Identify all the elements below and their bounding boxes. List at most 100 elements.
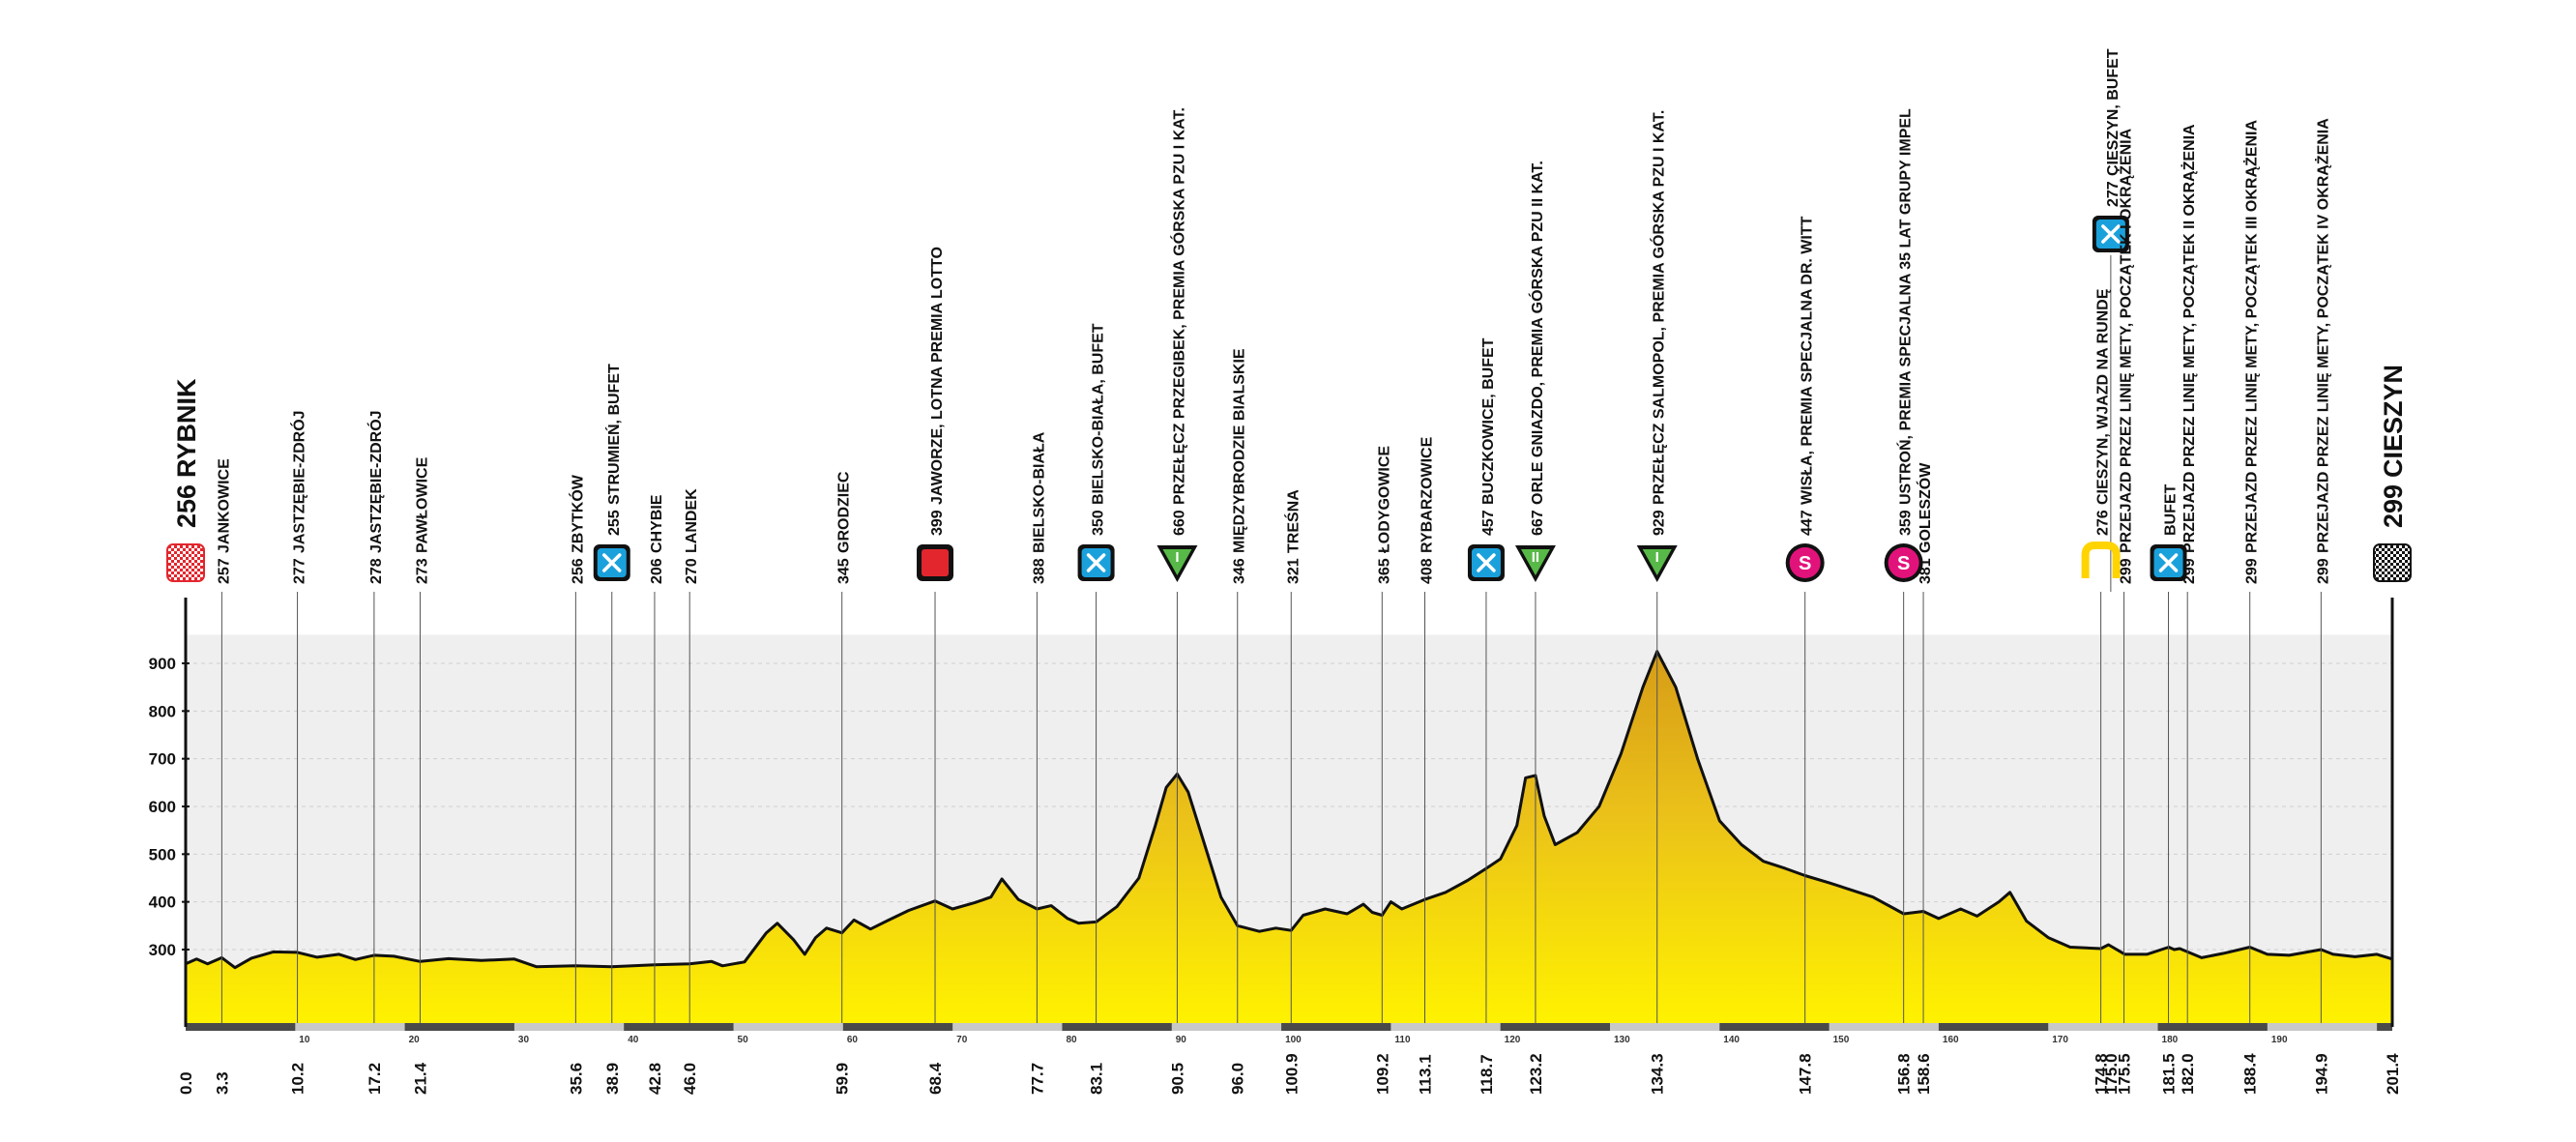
climb-triangle [1520,549,1550,575]
point-label: 277 JASTZĘBIE-ZDRÓJ [290,410,308,584]
point-altitude: 278 [368,558,385,584]
scale-tick-label: 130 [1614,1035,1630,1045]
point-name: PRZEŁĘCZ SALMOPOL, PREMIA GÓRSKA PZU I K… [1650,110,1668,505]
point-name: PRZEŁĘCZ PRZEGIBEK, PREMIA GÓRSKA PZU I … [1169,107,1187,505]
km-label: 100.9 [1282,1053,1301,1095]
km-label: 42.8 [646,1063,664,1095]
point-label: 321 TREŚNA [1283,489,1302,584]
finish-icon [2373,543,2412,582]
km-label: 96.0 [1229,1063,1247,1095]
point-label: 350 BIELSKO-BIAŁA, BUFET [1091,323,1107,536]
point-label: 447 WISŁA, PREMIA SPECJALNA DR. WITT [1800,216,1816,536]
point-name: PRZEJAZD PRZEZ LINIĘ METY, POCZĄTEK I OK… [2118,128,2135,553]
point-label: 346 MIĘDZYBRODZIE BIALSKIE [1232,348,1248,584]
point-label: 276 CIESZYN, WJAZD NA RUNDĘ [2095,288,2112,536]
km-label: 147.8 [1797,1053,1815,1095]
point-name: CIESZYN, BUFET [2105,48,2122,176]
y-tick-label: 300 [149,941,176,959]
point-label: 399 JAWORZE, LOTNA PREMIA LOTTO [929,247,946,536]
finish-flag-icon [2373,543,2412,582]
point-altitude: 256 [570,558,586,584]
feed-icon [1467,544,1505,581]
scale-segment [186,1023,296,1031]
feed-icon [1077,544,1115,581]
point-label: 255 STRUMIEŃ, BUFET [604,364,623,536]
km-label: 77.7 [1028,1063,1046,1095]
point-label: 270 LANDEK [684,488,700,584]
point-name: TREŚNA [1283,489,1302,553]
km-label: 182.0 [2179,1053,2197,1095]
scale-tick-label: 150 [1833,1035,1850,1045]
km-label: 175.0 [2102,1053,2121,1095]
scale-tick-label: 60 [847,1035,859,1045]
point-altitude: 660 [1171,510,1187,536]
profile-area [186,651,2392,1023]
point-label: 277 CIESZYN, BUFET [2105,48,2122,207]
major-label: 299 CIESZYN [2379,365,2408,528]
point-altitude: 270 [684,558,700,584]
point-altitude: 447 [1800,510,1816,536]
point-label: 257 JANKOWICE [216,458,232,584]
scale-segment [1281,1023,1391,1031]
point-label: 359 USTROŃ, PREMIA SPECJALNA 35 LAT GRUPY… [1896,108,1915,536]
feed-icon [593,544,630,581]
point-name: STRUMIEŃ, BUFET [604,364,623,505]
climb-icon: II [1514,545,1556,582]
point-altitude: 399 [929,510,946,536]
km-label: 201.4 [2384,1053,2402,1095]
point-label: BUFET [2163,483,2180,536]
km-label: 17.2 [366,1063,384,1095]
point-altitude: 350 [1091,510,1107,536]
bonus-circle [1888,547,1919,578]
km-label: 68.4 [926,1062,945,1095]
start-flag-icon [166,543,205,582]
point-name: PRZEJAZD PRZEZ LINIĘ METY, POCZĄTEK IV O… [2314,118,2331,553]
point-label: 345 GRODZIEC [836,471,853,584]
scale-segment [2377,1023,2392,1031]
point-name: JASTZĘBIE-ZDRÓJ [366,410,385,553]
y-tick-label: 500 [149,845,176,864]
point-altitude: 408 [1420,558,1436,584]
climb-category-label: I [1655,549,1659,566]
point-label: 457 BUCZKOWICE, BUFET [1480,337,1497,536]
climb-category-label: II [1532,549,1539,566]
km-label: 134.3 [1649,1053,1667,1095]
scale-tick-label: 190 [2271,1035,2288,1045]
point-altitude: 277 [2105,181,2122,207]
point-altitude: 667 [1530,510,1546,536]
point-label: 256 ZBYTKÓW [568,474,586,584]
cutlery-mark [1477,553,1496,572]
point-label: 299 PRZEJAZD PRZEZ LINIĘ METY, POCZĄTEK I… [2181,124,2198,584]
scale-segment [1938,1023,2049,1031]
point-name: JASTZĘBIE-ZDRÓJ [290,410,308,553]
km-label: 21.4 [411,1062,429,1095]
km-label: 174.8 [2093,1053,2111,1095]
km-label: 109.2 [1373,1053,1391,1095]
major-label: 256 RYBNIK [172,378,201,528]
km-label: 113.1 [1417,1054,1435,1095]
point-label: 667 ORLE GNIAZDO, PREMIA GÓRSKA PZU II KA… [1528,161,1546,536]
point-name: CHYBIE [649,494,665,553]
point-altitude: 359 [1898,510,1915,536]
bonus-category-label: S [1897,553,1910,574]
point-name: JANKOWICE [216,458,232,553]
bonus-icon: S [1785,543,1825,582]
cutlery-mark [2158,553,2179,572]
y-tick-label: 600 [149,798,176,816]
km-label: 0.0 [177,1071,195,1095]
km-label: 59.9 [834,1063,852,1095]
point-label: 299 PRZEJAZD PRZEZ LINIĘ METY, POCZĄTEK I… [2243,120,2261,584]
km-label: 118.7 [1478,1054,1496,1095]
scale-segment [1062,1023,1172,1031]
major-place: CIESZYN [2379,365,2408,478]
point-altitude: 255 [606,510,623,536]
cutlery-mark [602,553,622,572]
scale-tick-label: 140 [1723,1035,1740,1045]
km-label: 83.1 [1088,1063,1106,1095]
scale-segment [624,1023,734,1031]
point-name: BUFET [2163,483,2180,536]
point-altitude: 206 [649,558,665,584]
scale-tick-label: 40 [628,1035,639,1045]
